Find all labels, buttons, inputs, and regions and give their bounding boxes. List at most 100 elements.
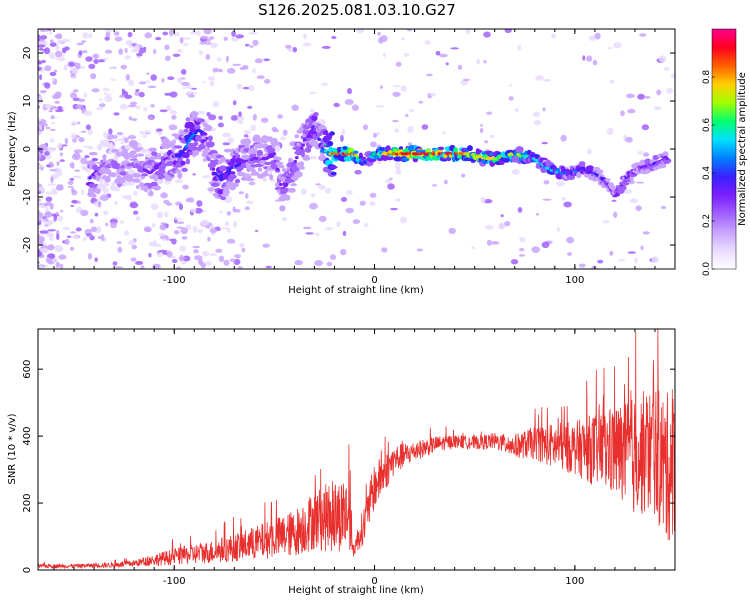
spectrogram-cell bbox=[515, 146, 524, 154]
spectrogram-cell bbox=[148, 116, 154, 120]
spectrogram-cell bbox=[352, 219, 361, 225]
spectrogram-cell bbox=[220, 196, 227, 201]
spectrogram-cell bbox=[202, 175, 211, 179]
spectrogram-cell bbox=[54, 100, 60, 104]
spectrogram-cell bbox=[143, 107, 148, 112]
spectrogram-cell bbox=[44, 65, 52, 72]
spectrogram-cell bbox=[279, 205, 286, 212]
spectrogram-cell bbox=[345, 207, 355, 214]
spectrogram-cell bbox=[168, 238, 174, 241]
spectrogram-cell bbox=[87, 128, 93, 135]
spectrogram-cell bbox=[133, 210, 139, 215]
spectrogram-cell bbox=[151, 174, 157, 179]
spectrogram-cell bbox=[324, 188, 332, 194]
spectrogram-cell bbox=[264, 161, 272, 166]
spectrogram-cell bbox=[57, 142, 63, 150]
spectrogram-cell bbox=[231, 174, 237, 179]
spectrogram-cell bbox=[89, 218, 94, 224]
spectrogram-cell bbox=[635, 205, 642, 212]
spectrogram-cell bbox=[218, 68, 223, 73]
snr-y-ticks: 0 200 400 600 bbox=[22, 360, 675, 573]
spectrogram-cell bbox=[121, 88, 126, 94]
colorbar-tick-label: 0.8 bbox=[702, 70, 712, 85]
spectrogram-cell bbox=[351, 104, 359, 111]
x-tick-label: -100 bbox=[163, 576, 186, 587]
spectrogram-cell bbox=[270, 163, 279, 170]
spectrogram-cell bbox=[594, 32, 601, 40]
spectrogram-cell bbox=[102, 131, 109, 138]
spectrogram-cell bbox=[118, 48, 124, 55]
spectrogram-cell bbox=[114, 200, 118, 206]
spectrogram-cell bbox=[111, 162, 121, 168]
spectrogram-cell bbox=[127, 31, 133, 38]
spectrogram-cell bbox=[489, 134, 495, 138]
spectrogram-cell bbox=[342, 146, 348, 150]
spectrogram-cell bbox=[340, 197, 348, 202]
spectrogram-cell bbox=[59, 263, 64, 269]
spectrogram-cell bbox=[402, 157, 410, 162]
spectrogram-cell bbox=[209, 225, 215, 229]
spectrogram-cell bbox=[80, 157, 88, 165]
spectrogram-cell bbox=[327, 140, 334, 147]
spectrogram-cell bbox=[193, 249, 199, 254]
spectrogram-cell bbox=[105, 222, 109, 227]
spectrogram-cell bbox=[578, 161, 586, 168]
spectrogram-cell bbox=[154, 185, 160, 190]
spectrogram-cell bbox=[71, 76, 77, 79]
spectrogram-cell bbox=[379, 85, 384, 89]
spectrogram-cell bbox=[466, 145, 473, 152]
spectrogram-cell bbox=[535, 213, 540, 216]
spectrogram-cell bbox=[120, 64, 127, 70]
spectrogram-cell bbox=[100, 234, 105, 242]
spectrogram-cell bbox=[662, 158, 672, 164]
spectrogram-cell bbox=[176, 221, 185, 224]
spectrogram-cell bbox=[50, 121, 55, 125]
spectrogram-cell bbox=[207, 236, 211, 242]
spectrogram-cell bbox=[44, 47, 51, 55]
spectrogram-cell bbox=[665, 157, 669, 161]
spectrogram-cell bbox=[49, 203, 54, 210]
spectrogram-cell bbox=[331, 36, 337, 39]
spectrogram-cell bbox=[108, 128, 113, 135]
spectrogram-cell bbox=[167, 76, 175, 80]
snr-x-label: Height of straight line (km) bbox=[288, 585, 424, 596]
spectrogram-cell bbox=[641, 124, 650, 131]
spectrogram-cell bbox=[390, 207, 398, 211]
spectrogram-cell bbox=[110, 66, 115, 69]
spectrogram-cell bbox=[219, 165, 228, 172]
spectrogram-cell bbox=[38, 41, 46, 45]
spectrogram-cell bbox=[216, 57, 222, 62]
spectrogram-cell bbox=[191, 87, 197, 90]
spectrogram-cell bbox=[174, 218, 183, 221]
spectrogram-cell bbox=[251, 171, 260, 176]
spectrogram-cell bbox=[59, 159, 65, 162]
spectrogram-cell bbox=[329, 254, 337, 260]
spectrogram-cell bbox=[303, 33, 307, 40]
spectrogram-cell bbox=[149, 165, 153, 170]
spectrogram-cell bbox=[128, 41, 137, 44]
spectrogram-cell bbox=[229, 171, 236, 175]
spectrogram-cell bbox=[129, 150, 137, 155]
spectrogram-cell bbox=[148, 85, 157, 88]
spectrogram-cell bbox=[595, 169, 604, 175]
spectrogram-cell bbox=[125, 177, 135, 182]
spectrogram-cell bbox=[222, 132, 231, 138]
spectrogram-cell bbox=[608, 46, 613, 50]
spectrogram-cell bbox=[620, 185, 627, 191]
spectrogram-cell bbox=[183, 43, 189, 47]
spectrogram-cell bbox=[182, 184, 189, 190]
spectrogram-cell bbox=[124, 55, 131, 60]
spectrogram-cell bbox=[105, 49, 113, 54]
spectrogram-cell bbox=[144, 130, 152, 134]
spectrogram-cell bbox=[159, 109, 168, 113]
spectrogram-cell bbox=[275, 181, 281, 188]
spectrogram-cell bbox=[127, 169, 136, 175]
spectrogram-cell bbox=[63, 64, 69, 68]
spectrogram-cell bbox=[137, 143, 142, 149]
spectrogram-cell bbox=[84, 155, 90, 159]
spectrogram-cell bbox=[179, 245, 187, 252]
spectrogram-cell bbox=[555, 181, 565, 187]
spectrogram-cell bbox=[261, 117, 269, 123]
spectrogram-cell bbox=[282, 129, 288, 136]
spectrogram-cell bbox=[144, 164, 149, 169]
